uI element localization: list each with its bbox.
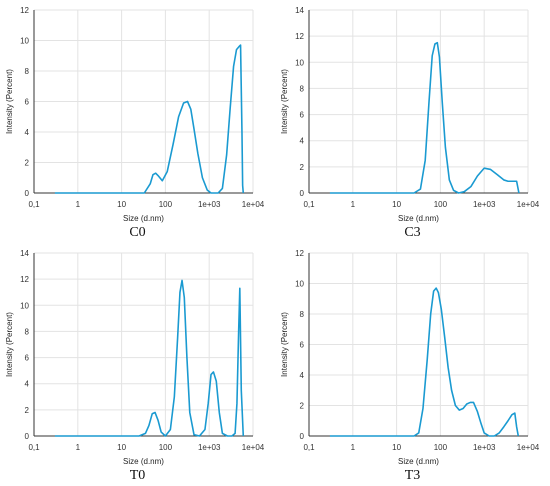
y-tick-label: 6 [300, 341, 305, 350]
y-tick-label: 2 [300, 402, 305, 411]
series-line [54, 279, 245, 437]
y-tick-label: 14 [295, 6, 304, 15]
x-tick-label: 1e+04 [517, 443, 540, 452]
x-tick-label: 1e+03 [198, 443, 221, 452]
y-tick-label: 8 [300, 310, 305, 319]
y-axis-label: Intensity (Percent) [5, 312, 14, 377]
x-tick-label: 0,1 [28, 200, 40, 209]
chart-t3: 0,1 1 10 100 1e+03 1e+04 0 2 4 6 8 10 12 Size (d.nm) I… [280, 249, 540, 466]
x-tick-label: 1 [351, 200, 356, 209]
y-tick-label: 2 [25, 159, 30, 168]
x-axis-label: Size (d.nm) [123, 457, 164, 466]
chart-c3: 0,1 1 10 100 1e+03 1e+04 0 2 4 6 8 10 12 14 Size (d.nm… [280, 6, 540, 223]
y-tick-label: 6 [25, 354, 30, 363]
x-axis-label: Size (d.nm) [123, 214, 164, 223]
x-tick-label: 1e+03 [473, 200, 496, 209]
x-tick-label: 0,1 [28, 443, 40, 452]
x-tick-label: 0,1 [303, 200, 315, 209]
y-tick-label: 0 [25, 189, 30, 198]
series-line [329, 287, 520, 437]
x-tick-label: 10 [117, 200, 126, 209]
x-tick-label: 1e+04 [517, 200, 540, 209]
x-tick-label: 1e+04 [242, 200, 265, 209]
series-line [329, 41, 520, 194]
y-tick-label: 4 [25, 128, 30, 137]
x-axis-label: Size (d.nm) [398, 457, 439, 466]
y-tick-label: 10 [295, 58, 304, 67]
y-tick-label: 10 [20, 301, 29, 310]
y-tick-label: 8 [300, 84, 305, 93]
x-tick-label: 1 [76, 200, 81, 209]
x-tick-label: 1 [76, 443, 81, 452]
y-tick-label: 10 [295, 280, 304, 289]
x-tick-label: 100 [159, 200, 173, 209]
y-tick-label: 12 [20, 6, 29, 15]
x-tick-label: 0,1 [303, 443, 315, 452]
x-tick-label: 1e+03 [198, 200, 221, 209]
x-tick-label: 10 [392, 200, 401, 209]
x-tick-label: 10 [117, 443, 126, 452]
y-tick-label: 12 [295, 249, 304, 258]
chart-panel-t3: 0,1 1 10 100 1e+03 1e+04 0 2 4 6 8 10 12 Size (d.nm) I… [275, 243, 550, 486]
x-tick-label: 100 [434, 200, 448, 209]
y-tick-label: 0 [25, 432, 30, 441]
x-tick-label: 1e+04 [242, 443, 265, 452]
y-tick-label: 8 [25, 67, 30, 76]
chart-c0: 0,1 1 10 100 1e+03 1e+04 0 2 4 6 8 10 12 Size (d.nm) I… [5, 6, 265, 223]
x-axis-label: Size (d.nm) [398, 214, 439, 223]
y-axis-label: Intensity (Percent) [280, 312, 289, 377]
y-tick-label: 6 [300, 111, 305, 120]
y-tick-label: 4 [25, 380, 30, 389]
y-axis-label: Intensity (Percent) [280, 69, 289, 134]
x-tick-label: 1e+03 [473, 443, 496, 452]
series-line [54, 44, 245, 194]
y-tick-label: 12 [295, 32, 304, 41]
y-tick-label: 8 [25, 327, 30, 336]
x-tick-label: 100 [434, 443, 448, 452]
y-tick-label: 12 [20, 275, 29, 284]
y-tick-label: 2 [25, 406, 30, 415]
y-tick-label: 4 [300, 371, 305, 380]
x-tick-label: 1 [351, 443, 356, 452]
chart-caption: T3 [404, 468, 421, 483]
chart-panel-t0: 0,1 1 10 100 1e+03 1e+04 0 2 4 6 8 10 12 14 Size (d.nm… [0, 243, 275, 486]
x-tick-label: 10 [392, 443, 401, 452]
chart-panel-c0: 0,1 1 10 100 1e+03 1e+04 0 2 4 6 8 10 12 Size (d.nm) I… [0, 0, 275, 245]
y-axis-label: Intensity (Percent) [5, 69, 14, 134]
chart-t0: 0,1 1 10 100 1e+03 1e+04 0 2 4 6 8 10 12 14 Size (d.nm… [5, 249, 265, 466]
y-tick-label: 0 [300, 189, 305, 198]
y-tick-label: 14 [20, 249, 29, 258]
x-tick-label: 100 [159, 443, 173, 452]
chart-caption: C0 [129, 225, 146, 240]
chart-caption: C3 [404, 225, 421, 240]
y-tick-label: 2 [300, 163, 305, 172]
chart-panel-c3: 0,1 1 10 100 1e+03 1e+04 0 2 4 6 8 10 12 14 Size (d.nm… [275, 0, 550, 245]
y-tick-label: 10 [20, 37, 29, 46]
y-tick-label: 4 [300, 137, 305, 146]
chart-caption: T0 [129, 468, 146, 483]
y-tick-label: 0 [300, 432, 305, 441]
y-tick-label: 6 [25, 98, 30, 107]
